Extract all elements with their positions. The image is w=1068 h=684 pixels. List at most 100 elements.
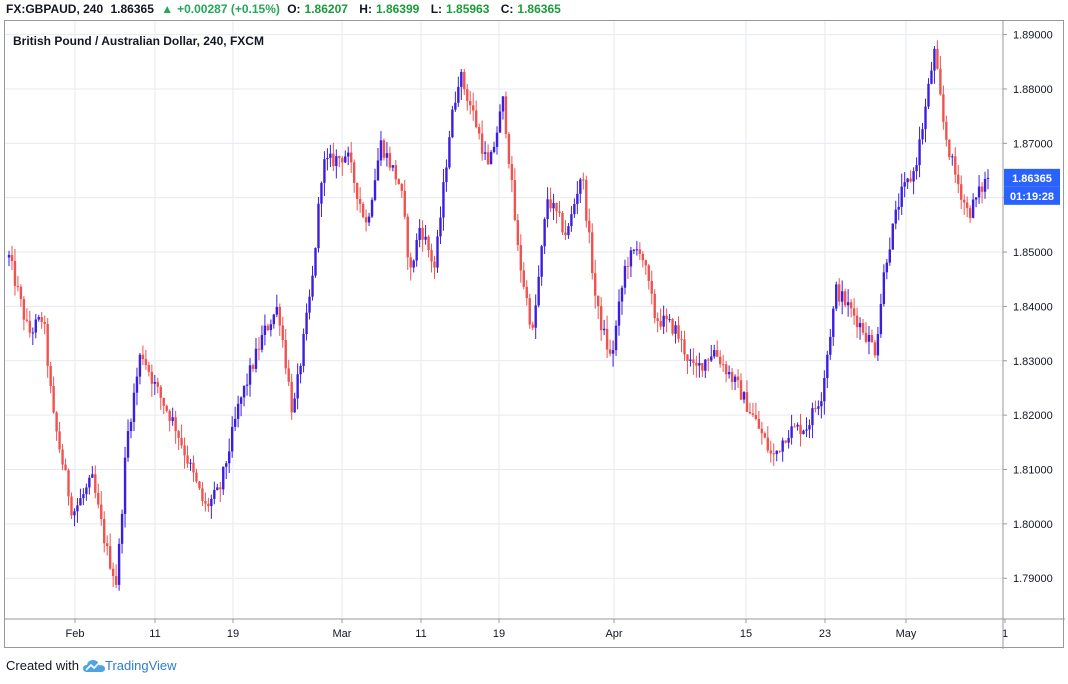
candle-body	[43, 321, 46, 324]
x-tick-label: 11	[415, 628, 426, 640]
candle-body	[228, 451, 231, 464]
candle-body	[7, 254, 11, 258]
candle-body	[379, 140, 383, 161]
candle-body	[873, 342, 877, 356]
candle-body	[492, 146, 496, 152]
candlestick-chart[interactable]: 1.890001.880001.870001.860001.850001.840…	[5, 21, 1065, 649]
candle-body	[736, 376, 740, 381]
candle-body	[67, 470, 70, 497]
close-label: C:	[500, 2, 514, 16]
candle-body	[388, 153, 392, 168]
candle-body	[617, 301, 621, 326]
candle-body	[10, 254, 14, 261]
candle-body	[123, 457, 127, 514]
candle-body	[198, 481, 201, 489]
candle-body	[763, 433, 767, 438]
candle-body	[921, 129, 924, 140]
y-tick-label: 1.82000	[1013, 410, 1053, 422]
candle-body	[239, 397, 243, 404]
candle-body	[686, 354, 689, 361]
candle-body	[823, 377, 826, 402]
candle-body	[49, 365, 52, 386]
candle-body	[326, 158, 329, 160]
candle-body	[662, 315, 665, 327]
candle-body	[400, 184, 403, 191]
candle-body	[501, 96, 505, 112]
candle-body	[460, 71, 463, 87]
candle-body	[445, 167, 448, 183]
candle-body	[579, 179, 582, 194]
candle-body	[254, 348, 258, 369]
candle-body	[28, 320, 32, 333]
candle-body	[710, 356, 713, 361]
candle-body	[540, 246, 543, 277]
y-tick-label: 1.80000	[1013, 519, 1053, 531]
candle-body	[108, 546, 112, 569]
candle-body	[296, 374, 299, 399]
candle-body	[248, 365, 252, 385]
candle-body	[204, 501, 207, 504]
candle-body	[858, 323, 862, 328]
candle-body	[787, 437, 790, 443]
candle-body	[165, 405, 168, 411]
y-tick-label: 1.89000	[1013, 30, 1053, 42]
chart-frame[interactable]: 1.890001.880001.870001.860001.850001.840…	[4, 20, 1065, 649]
candle-body	[888, 249, 892, 263]
candle-body	[808, 425, 811, 430]
candle-body	[843, 291, 847, 306]
candle-body	[489, 151, 493, 165]
candle-body	[350, 152, 353, 163]
candle-body	[817, 406, 820, 409]
candle-body	[323, 159, 326, 183]
candle-body	[522, 270, 525, 287]
candle-body	[430, 250, 433, 262]
candle-body	[790, 426, 793, 438]
candle-body	[573, 204, 576, 215]
candle-body	[599, 306, 603, 331]
candle-body	[61, 449, 64, 465]
candle-body	[677, 325, 680, 339]
candle-body	[814, 408, 817, 410]
candle-body	[930, 70, 933, 84]
candle-body	[16, 285, 20, 287]
candle-body	[216, 487, 219, 490]
candle-body	[900, 186, 903, 207]
candle-body	[299, 365, 302, 375]
candle-body	[894, 209, 897, 224]
x-tick-label: May	[896, 628, 917, 640]
last-price-label: 1.86365	[1012, 173, 1052, 185]
candle-body	[954, 156, 957, 175]
candle-body	[632, 249, 636, 251]
candle-body	[373, 180, 377, 200]
candle-body	[263, 325, 267, 336]
candle-body	[611, 350, 615, 354]
y-tick-label: 1.83000	[1013, 356, 1053, 368]
last-price-badge	[1004, 168, 1060, 187]
candle-body	[623, 266, 627, 288]
candle-body	[213, 489, 216, 499]
candle-body	[412, 260, 415, 268]
candle-body	[641, 253, 645, 261]
low-value: 1.85963	[446, 2, 490, 16]
candle-body	[64, 464, 67, 471]
candle-body	[608, 349, 612, 354]
candle-body	[671, 319, 674, 334]
candle-body	[355, 182, 359, 199]
candle-body	[769, 450, 772, 454]
candle-body	[605, 328, 609, 350]
candle-body	[507, 133, 511, 165]
candle-body	[870, 334, 874, 343]
candle-body	[46, 323, 49, 366]
candle-body	[528, 298, 531, 325]
tradingview-logo[interactable]: TradingView	[82, 658, 177, 673]
candle-body	[415, 239, 418, 261]
candle-body	[418, 227, 421, 240]
candle-body	[504, 96, 508, 134]
candle-body	[968, 208, 972, 218]
candle-body	[537, 276, 540, 306]
candle-body	[665, 315, 668, 320]
candle-body	[222, 466, 225, 490]
candle-body	[230, 426, 234, 452]
symbol-header: FX:GBPAUD, 240 1.86365 ▲ +0.00287 (+0.15%…	[6, 2, 569, 20]
close-value: 1.86365	[517, 2, 561, 16]
